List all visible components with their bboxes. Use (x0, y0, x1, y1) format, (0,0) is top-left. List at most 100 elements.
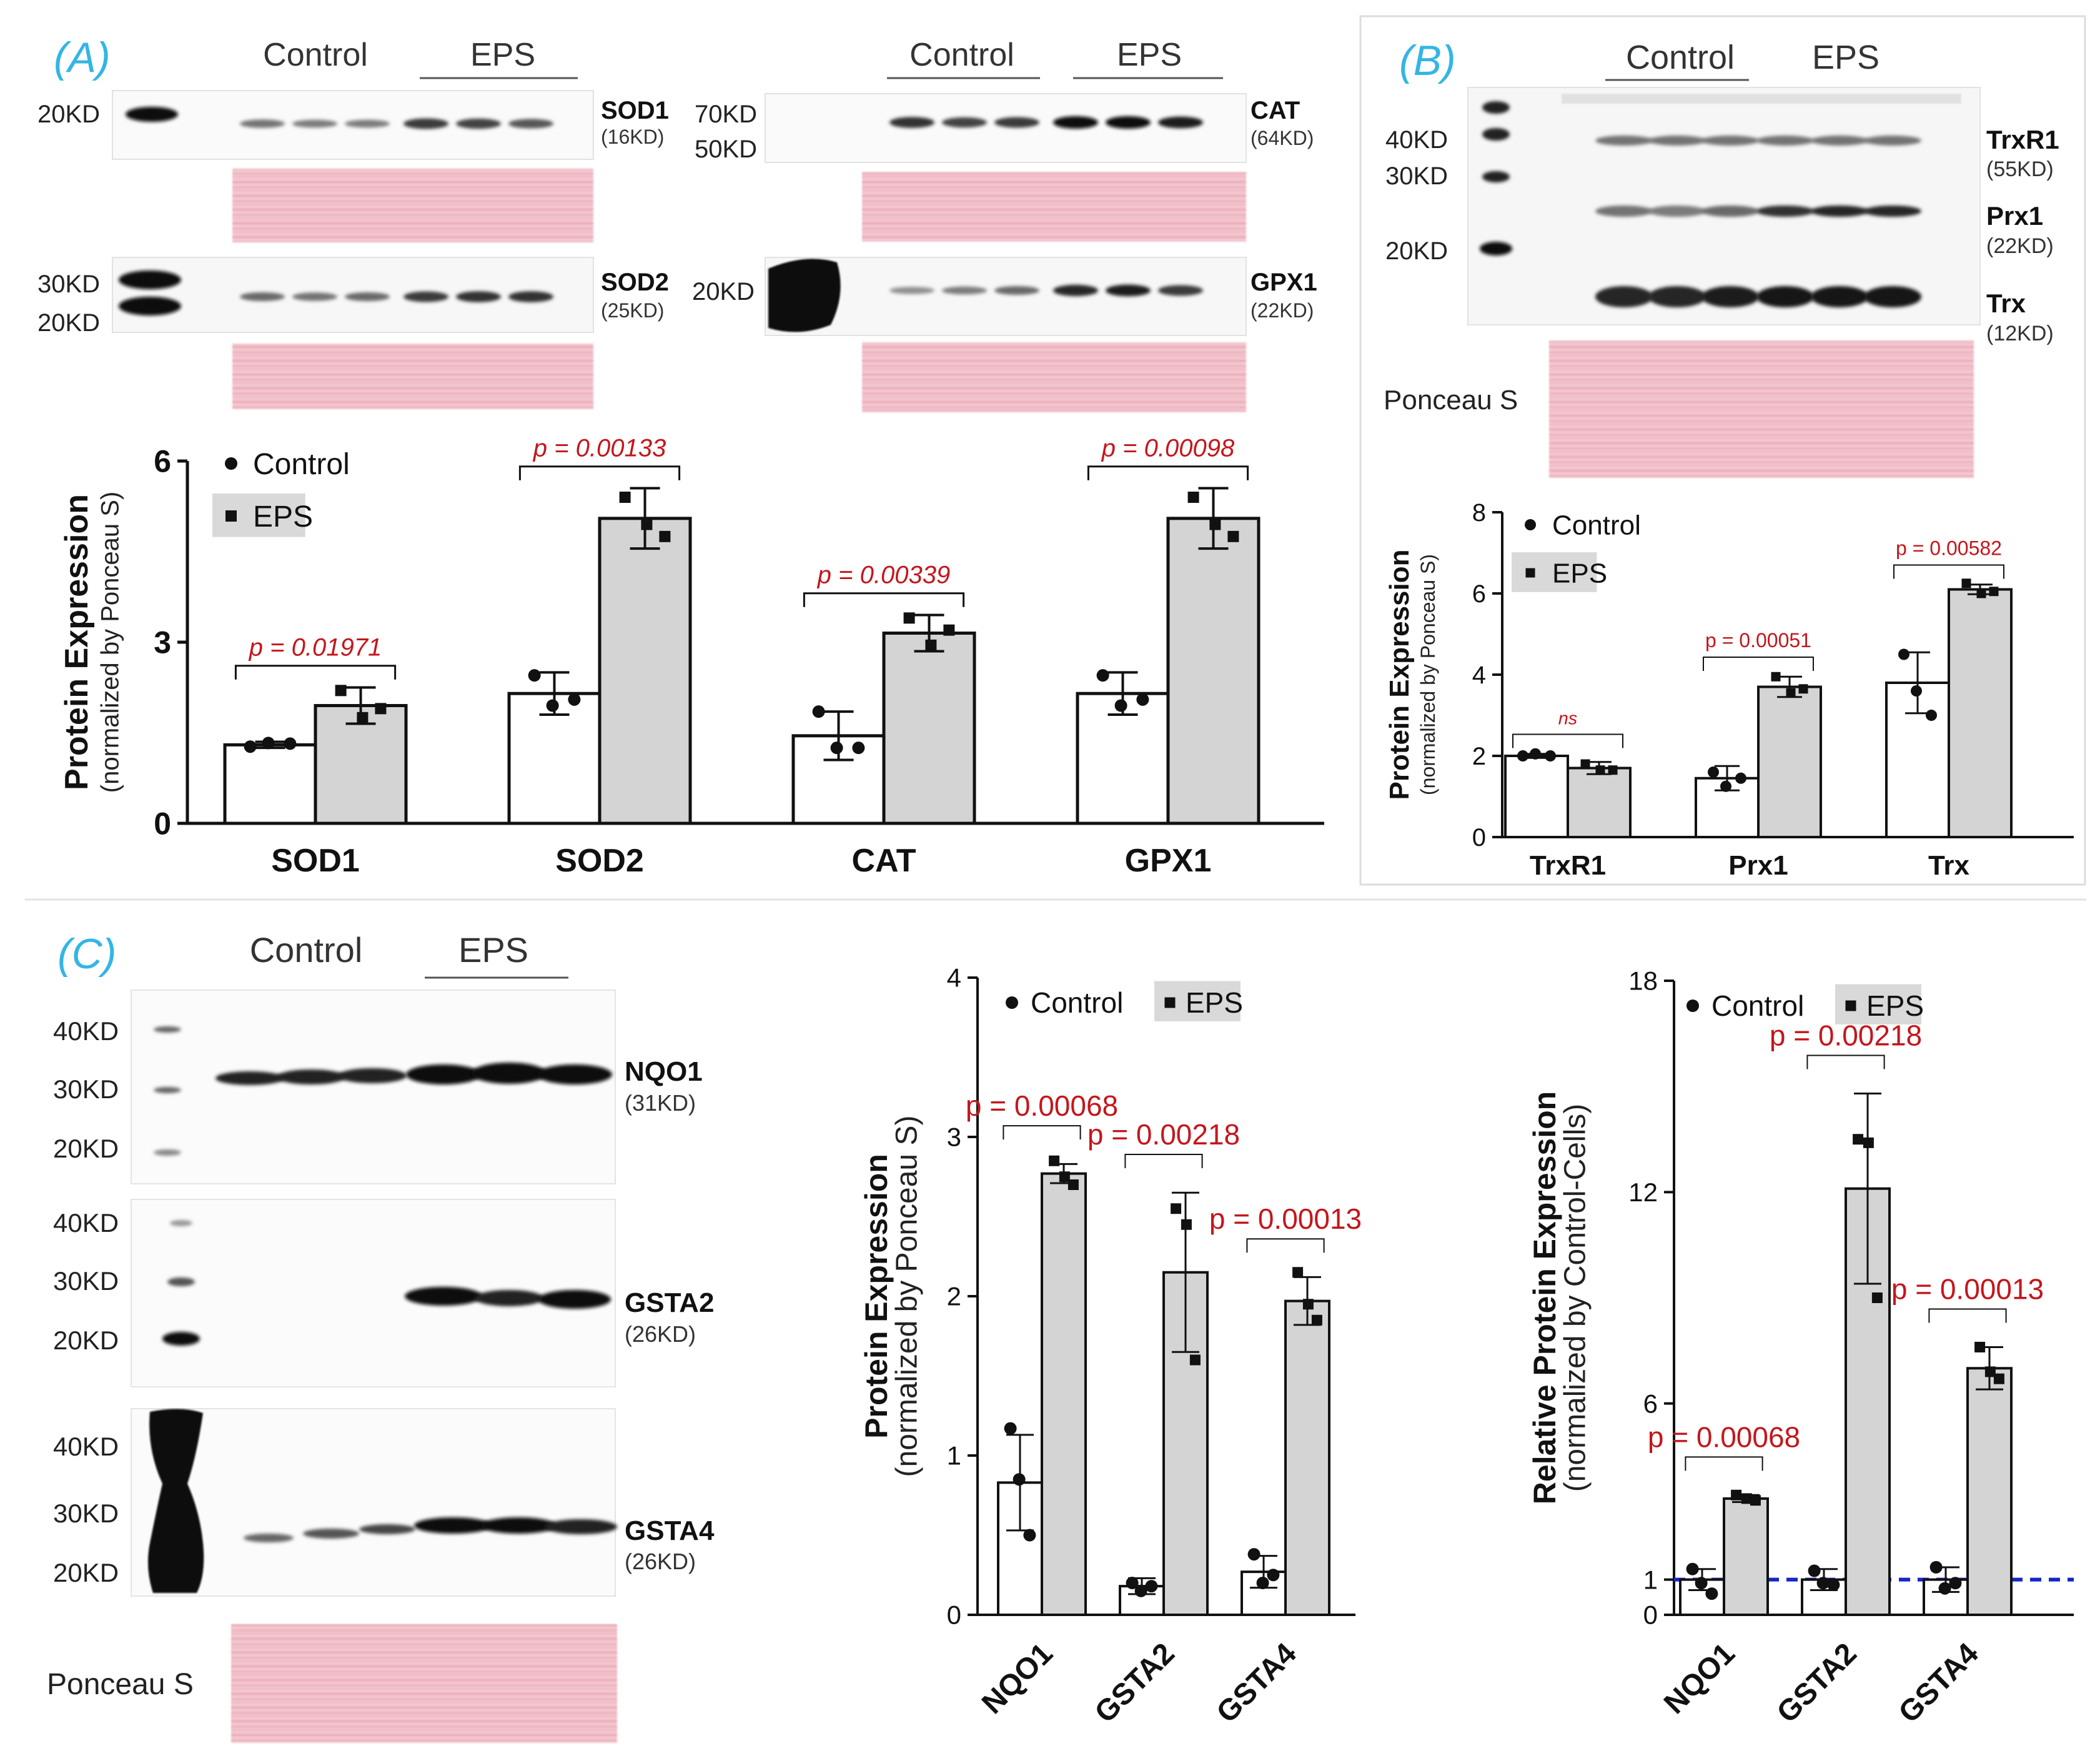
x-category-label: GSTA4 (1211, 1637, 1303, 1729)
data-point-control (1267, 1569, 1280, 1582)
ladder-band (167, 1277, 195, 1286)
bar-eps (1757, 685, 1822, 838)
bar-eps (1966, 1367, 2013, 1617)
p-value-label: p = 0.00218 (1770, 1019, 1922, 1052)
data-point-control (852, 742, 865, 755)
ponceau-strip (862, 172, 1246, 242)
band (359, 1524, 415, 1534)
data-point-eps (1976, 588, 1986, 598)
band (537, 1064, 612, 1084)
p-value-label: p = 0.00051 (1705, 629, 1811, 652)
legend-eps-label: EPS (1186, 986, 1243, 1019)
x-category-label: GSTA2 (1771, 1637, 1863, 1729)
band (1756, 206, 1814, 217)
protein-prx1-size: (22KD) (1986, 234, 2054, 258)
band (1562, 94, 1961, 104)
panel-a-left-control-label: Control (263, 37, 368, 73)
y-tick-label: 6 (1643, 1389, 1658, 1418)
blot-sod2-size: (25KD) (601, 299, 664, 322)
band (1756, 136, 1814, 146)
band (405, 1287, 482, 1306)
band (277, 1069, 345, 1084)
protein-trxr1-size: (55KD) (1986, 157, 2054, 181)
data-point-control (1808, 1564, 1821, 1577)
data-point-eps (659, 530, 671, 542)
y-tick-label: 1 (947, 1441, 961, 1471)
legend-control-label: Control (1552, 510, 1641, 540)
data-point-control (546, 699, 559, 712)
data-point-control (1114, 699, 1127, 712)
band (994, 286, 1039, 295)
band (303, 1529, 359, 1539)
p-value-label: p = 0.00068 (966, 1089, 1118, 1122)
marker-label: 70KD (695, 101, 757, 128)
data-point-control (1096, 669, 1109, 682)
legend-control-marker (1006, 996, 1018, 1009)
data-point-eps (1302, 1299, 1314, 1310)
band (240, 292, 285, 301)
band (1864, 136, 1921, 146)
chart-c2: 0 1 6 12 18 Relative Protein Expression(norma… (1527, 966, 2074, 1729)
panel-b-control-label: Control (1626, 39, 1735, 76)
data-point-eps (375, 703, 387, 715)
y-axis-label: Protein Expression (859, 1154, 894, 1439)
significance-bracket (518, 465, 681, 480)
legend-eps-label: EPS (1866, 990, 1924, 1022)
blot-sod1-name: SOD1 (601, 97, 669, 124)
blot-cat: 70KD 50KD CAT (64KD) (695, 93, 1314, 163)
band (404, 291, 448, 302)
data-point-eps (1771, 672, 1781, 682)
y-tick-label: 3 (947, 1123, 961, 1152)
x-category-label: Trx (1928, 850, 1970, 881)
data-point-control (830, 742, 843, 755)
marker-label: 50KD (695, 136, 757, 163)
data-point-eps (1863, 1137, 1874, 1148)
p-value-label: p = 0.00098 (1101, 435, 1235, 462)
band (215, 1071, 284, 1085)
y-axis-sublabel: (normalized by Control-Cells) (1559, 1104, 1592, 1492)
data-point-control (568, 693, 581, 706)
marker-label: 20KD (692, 278, 755, 305)
data-point-eps (1171, 1203, 1182, 1214)
data-point-eps (903, 612, 915, 624)
p-value-label: p = 0.00133 (533, 435, 666, 462)
data-point-control (1136, 693, 1149, 706)
x-category-label: SOD2 (555, 843, 644, 879)
data-point-control (1708, 766, 1719, 778)
panel-b-ponceau-label: Ponceau S (1384, 385, 1518, 415)
blot-gpx1-name: GPX1 (1251, 269, 1317, 296)
data-point-control (1911, 685, 1922, 697)
data-point-control (1126, 1577, 1139, 1589)
significance-bracket (1512, 733, 1623, 748)
legend-control-marker (1686, 1000, 1699, 1012)
ponceau-strip (862, 342, 1246, 412)
p-value-label: p = 0.00013 (1891, 1273, 2044, 1306)
data-point-eps (1786, 688, 1796, 698)
x-category-label: GSTA4 (1893, 1637, 1985, 1729)
ponceau-strip (231, 1624, 617, 1743)
y-axis-sublabel: (normalized by Ponceau S) (1417, 554, 1439, 795)
data-point-eps (1049, 1155, 1060, 1166)
band (508, 119, 553, 129)
significance-bracket (1124, 1154, 1203, 1169)
ladder-smear (147, 1409, 204, 1593)
marker-label: 20KD (37, 101, 100, 128)
data-point-eps (1984, 1366, 1996, 1377)
band (292, 119, 337, 128)
band (456, 291, 501, 302)
band (1811, 206, 1868, 217)
band (1701, 206, 1759, 217)
panel-c: (C) Control EPS 40KD 30KD 20KD NQO1 (31K… (47, 930, 2074, 1743)
band (338, 1068, 407, 1083)
y-tick-label: 0 (1472, 824, 1486, 851)
x-category-label: SOD1 (271, 843, 360, 879)
blot-nqo1-name: NQO1 (625, 1056, 703, 1087)
y-tick-label: 0 (1643, 1600, 1658, 1630)
x-category-label: CAT (851, 843, 916, 879)
blot-sod2-name: SOD2 (601, 269, 669, 296)
data-point-eps (1059, 1171, 1070, 1183)
band (1648, 206, 1706, 217)
protein-trx-size: (12KD) (1986, 322, 2054, 345)
panel-c-ponceau-label: Ponceau S (47, 1668, 194, 1701)
data-point-control (244, 740, 257, 753)
